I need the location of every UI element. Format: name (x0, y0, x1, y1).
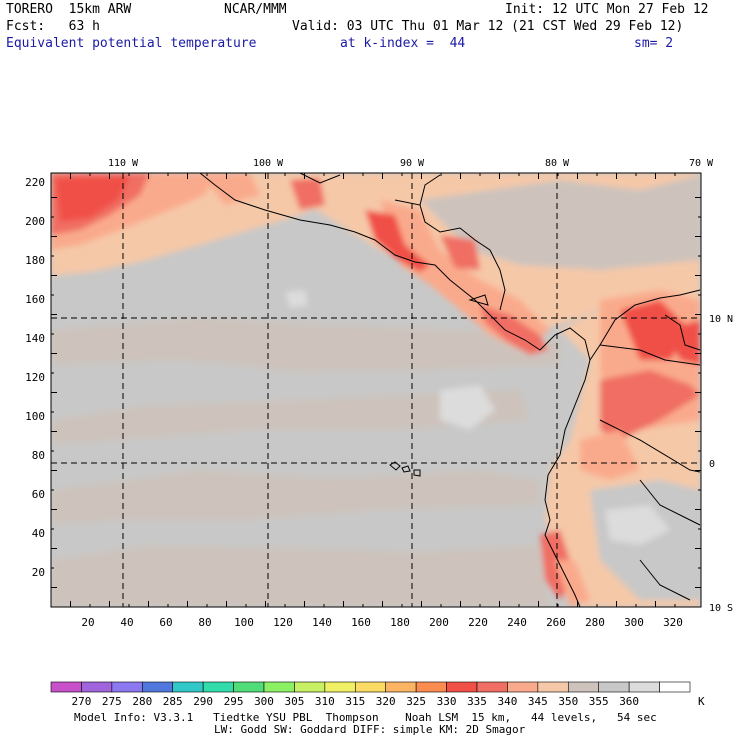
colorbar-swatch (354, 681, 387, 693)
x-tick-labels: 20 40 60 80 100 120 140 160 180 200 220 … (81, 616, 683, 629)
lon-label-90w: 90 W (400, 158, 425, 169)
y-tick-label: 180 (25, 254, 45, 267)
colorbar-level-label: 325 (406, 695, 426, 708)
colorbar-swatch (659, 681, 691, 693)
lon-label-80w: 80 W (545, 158, 570, 169)
colorbar-level-label: 335 (467, 695, 487, 708)
colorbar-level-label: 340 (497, 695, 517, 708)
x-tick-label: 280 (585, 616, 605, 629)
header-field: Equivalent potential temperature (6, 36, 257, 51)
footer-model-info: Model Info: V3.3.1 Tiedtke YSU PBL Thomp… (74, 711, 657, 724)
lon-label-70w: 70 W (689, 158, 714, 169)
header-valid: Valid: 03 UTC Thu 01 Mar 12 (21 CST Wed … (292, 19, 684, 34)
y-tick-label: 140 (25, 332, 45, 345)
y-tick-label: 80 (32, 449, 45, 462)
colorbar-swatch (598, 681, 630, 693)
colorbar-level-label: 300 (254, 695, 274, 708)
colorbar-swatch (81, 681, 113, 693)
y-tick-label: 120 (25, 371, 45, 384)
colorbar-swatch (172, 681, 204, 693)
y-tick-label: 40 (32, 527, 45, 540)
colorbar-swatch (415, 681, 447, 693)
colorbar-level-label: 315 (345, 695, 365, 708)
colorbar-level-label: 355 (589, 695, 609, 708)
colorbar-swatch (324, 681, 356, 693)
coastlines (199, 173, 701, 607)
colorbar-unit: K (698, 695, 705, 708)
header-model: TORERO 15km ARW (6, 2, 132, 17)
colorbar-level-label: 295 (224, 695, 244, 708)
lat-label-10s: 10 S (709, 603, 733, 614)
colorbar-swatch (628, 681, 660, 693)
x-tick-label: 100 (234, 616, 254, 629)
longitude-labels: 110 W 100 W 90 W 80 W 70 W (108, 158, 714, 169)
latitude-labels: 10 N 0 10 S (709, 314, 733, 614)
x-tick-label: 20 (81, 616, 94, 629)
plot-frame (50, 172, 702, 608)
graticule (51, 173, 701, 607)
header-center: NCAR/MMM (224, 2, 287, 17)
x-tick-label: 240 (507, 616, 527, 629)
y-tick-label: 160 (25, 293, 45, 306)
x-tick-label: 180 (390, 616, 410, 629)
x-tick-label: 220 (468, 616, 488, 629)
colorbar-level-label: 350 (558, 695, 578, 708)
x-tick-label: 80 (198, 616, 211, 629)
colorbar-swatch (537, 681, 569, 693)
colorbar-level-label: 280 (132, 695, 152, 708)
y-tick-label: 20 (32, 566, 45, 579)
x-tick-label: 120 (273, 616, 293, 629)
x-tick-label: 60 (159, 616, 172, 629)
y-tick-label: 100 (25, 410, 45, 423)
x-tick-label: 160 (351, 616, 371, 629)
y-tick-labels: 20 40 60 80 100 120 140 160 180 200 220 (25, 176, 45, 579)
lon-label-100w: 100 W (253, 158, 284, 169)
x-tick-label: 40 (120, 616, 133, 629)
colorbar-swatch (476, 681, 508, 693)
colorbar-swatch (385, 681, 417, 693)
colorbar-level-label: 290 (193, 695, 213, 708)
colorbar-swatch (263, 681, 295, 693)
lon-label-110w: 110 W (108, 158, 139, 169)
header-level: at k-index = 44 (340, 36, 466, 51)
x-tick-label: 140 (312, 616, 332, 629)
lat-label-0: 0 (709, 459, 715, 470)
colorbar-level-label: 310 (315, 695, 335, 708)
x-tick-label: 300 (624, 616, 644, 629)
axis-ticks (50, 173, 701, 608)
x-tick-label: 200 (429, 616, 449, 629)
colorbar-swatch (233, 681, 265, 693)
header-forecast: Fcst: 63 h (6, 19, 100, 34)
colorbar-swatch (111, 681, 143, 693)
colorbar-swatch (567, 681, 600, 693)
y-tick-label: 60 (32, 488, 45, 501)
colorbar-level-label: 305 (284, 695, 304, 708)
colorbar-level-label: 345 (528, 695, 548, 708)
colorbar: 270 275 280 285 290 295 300 305 310 315 320 325 330 3… (50, 681, 691, 708)
shaded-field (51, 173, 701, 607)
colorbar-level-label: 360 (619, 695, 639, 708)
header-init: Init: 12 UTC Mon 27 Feb 12 (505, 2, 709, 17)
x-tick-label: 260 (546, 616, 566, 629)
colorbar-level-label: 285 (163, 695, 183, 708)
y-tick-label: 220 (25, 176, 45, 189)
header-smoothing: sm= 2 (634, 36, 674, 51)
footer-physics-info: LW: Godd SW: Goddard DIFF: simple KM: 2D… (214, 723, 526, 736)
lat-label-10n: 10 N (709, 314, 733, 325)
colorbar-level-label: 270 (71, 695, 91, 708)
colorbar-swatch (507, 681, 539, 693)
x-tick-label: 320 (663, 616, 683, 629)
colorbar-level-label: 275 (102, 695, 122, 708)
colorbar-level-label: 330 (437, 695, 457, 708)
colorbar-swatch (50, 681, 82, 693)
colorbar-swatch (294, 681, 326, 693)
colorbar-swatch (141, 681, 174, 693)
colorbar-swatch (446, 681, 478, 693)
y-tick-label: 200 (25, 215, 45, 228)
colorbar-level-label: 320 (376, 695, 396, 708)
colorbar-swatch (202, 681, 234, 693)
